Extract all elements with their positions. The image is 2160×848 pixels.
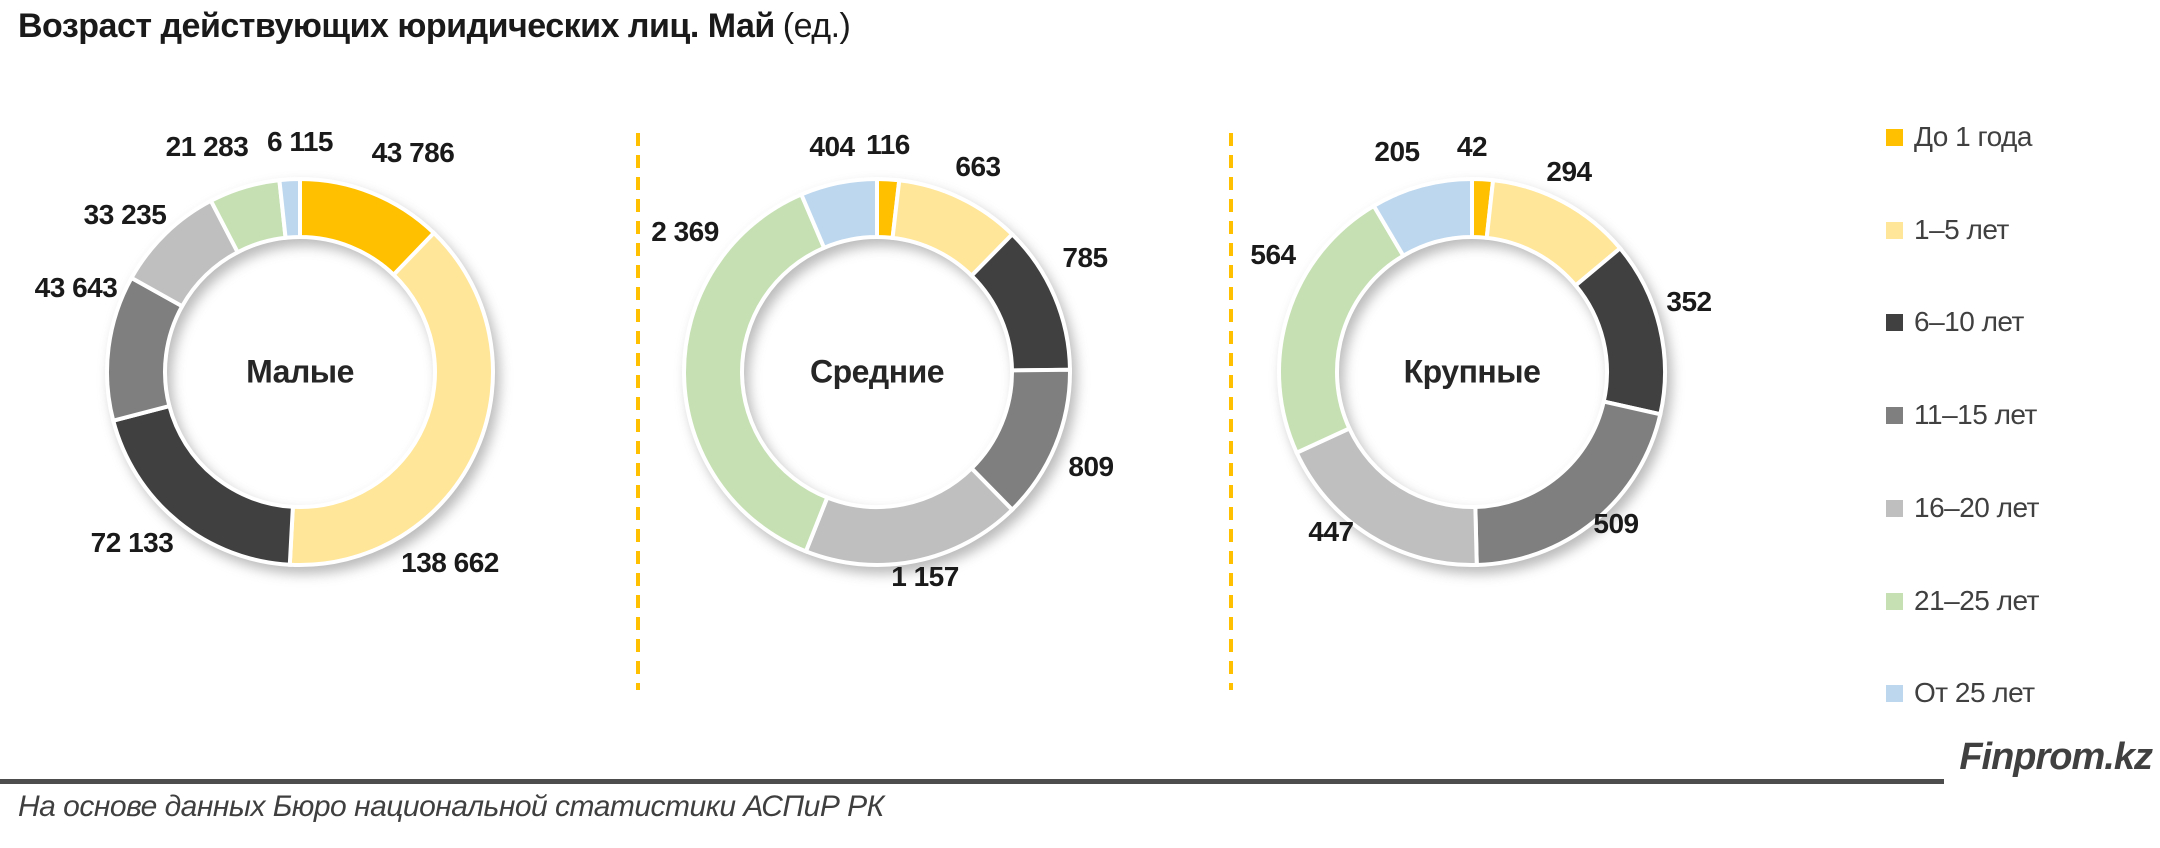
legend-item: 16–20 лет xyxy=(1886,491,2039,525)
slice-donut-large-2 xyxy=(1572,245,1667,417)
donut-small xyxy=(105,176,495,567)
value-label: 352 xyxy=(1666,286,1712,317)
value-label: 447 xyxy=(1308,516,1354,547)
legend-swatch-icon xyxy=(1886,313,1903,331)
legend-swatch-icon xyxy=(1886,592,1903,610)
slice-donut-large-6 xyxy=(1371,176,1474,259)
separator-dashed-line xyxy=(636,133,640,690)
value-label: 43 786 xyxy=(371,137,455,168)
legend-swatch-icon xyxy=(1886,684,1903,702)
slice-donut-small-6 xyxy=(277,176,302,240)
separator-dashed-line xyxy=(1229,133,1233,690)
donut-center-label: Крупные xyxy=(1403,353,1541,390)
legend-item: 6–10 лет xyxy=(1886,305,2024,339)
value-label: 33 235 xyxy=(83,199,167,230)
donut-medium xyxy=(682,176,1073,567)
slice-donut-medium-6 xyxy=(798,176,879,251)
legend-item: 1–5 лет xyxy=(1886,213,2009,247)
value-label: 663 xyxy=(955,151,1001,182)
legend-item: 11–15 лет xyxy=(1886,398,2037,432)
slice-donut-large-3 xyxy=(1473,399,1663,567)
slice-donut-medium-4 xyxy=(803,465,1016,567)
legend-label: 16–20 лет xyxy=(1914,492,2039,523)
value-label: 785 xyxy=(1062,242,1108,273)
value-label: 2 369 xyxy=(651,216,719,247)
legend-label: 21–25 лет xyxy=(1914,585,2039,616)
source-note: На основе данных Бюро национальной стати… xyxy=(18,790,884,823)
page-title: Возраст действующих юридических лиц. Май… xyxy=(18,4,851,48)
value-label: 564 xyxy=(1250,239,1296,270)
value-label: 72 133 xyxy=(90,527,174,558)
slice-donut-medium-5 xyxy=(682,191,830,555)
slice-donut-small-1 xyxy=(287,230,495,567)
title-text: Возраст действующих юридических лиц. Май xyxy=(18,7,775,45)
value-label: 43 643 xyxy=(34,272,118,303)
legend-swatch-icon xyxy=(1886,221,1903,239)
title-units: (ед.) xyxy=(782,7,851,45)
legend-swatch-icon xyxy=(1886,499,1903,517)
value-label: 509 xyxy=(1593,508,1639,539)
value-label: 294 xyxy=(1546,156,1592,187)
slice-donut-large-5 xyxy=(1277,203,1407,456)
legend-label: От 25 лет xyxy=(1914,677,2035,708)
value-label: 116 xyxy=(866,129,910,160)
donut-center-label: Средние xyxy=(809,353,945,390)
value-label: 404 xyxy=(809,131,855,162)
legend-swatch-icon xyxy=(1886,406,1903,424)
value-label: 1 157 xyxy=(891,561,959,592)
brand-logo: Finprom.kz xyxy=(1959,736,2153,778)
legend-label: До 1 года xyxy=(1914,121,2032,152)
legend-item: До 1 года xyxy=(1886,120,2032,154)
value-label: 138 662 xyxy=(401,547,499,578)
donut-large xyxy=(1277,176,1667,567)
legend-label: 6–10 лет xyxy=(1914,306,2024,337)
value-label: 42 xyxy=(1456,131,1488,162)
legend-swatch-icon xyxy=(1886,128,1903,146)
donut-center-label: Малые xyxy=(246,353,354,390)
value-label: 21 283 xyxy=(165,131,249,162)
legend-item: 21–25 лет xyxy=(1886,584,2039,618)
value-label: 205 xyxy=(1374,136,1420,167)
value-label: 6 115 xyxy=(266,126,334,157)
legend-item: От 25 лет xyxy=(1886,676,2035,710)
legend-label: 1–5 лет xyxy=(1914,214,2009,245)
legend-label: 11–15 лет xyxy=(1914,399,2037,430)
footer-divider-line xyxy=(0,779,1944,784)
value-label: 809 xyxy=(1068,451,1114,482)
